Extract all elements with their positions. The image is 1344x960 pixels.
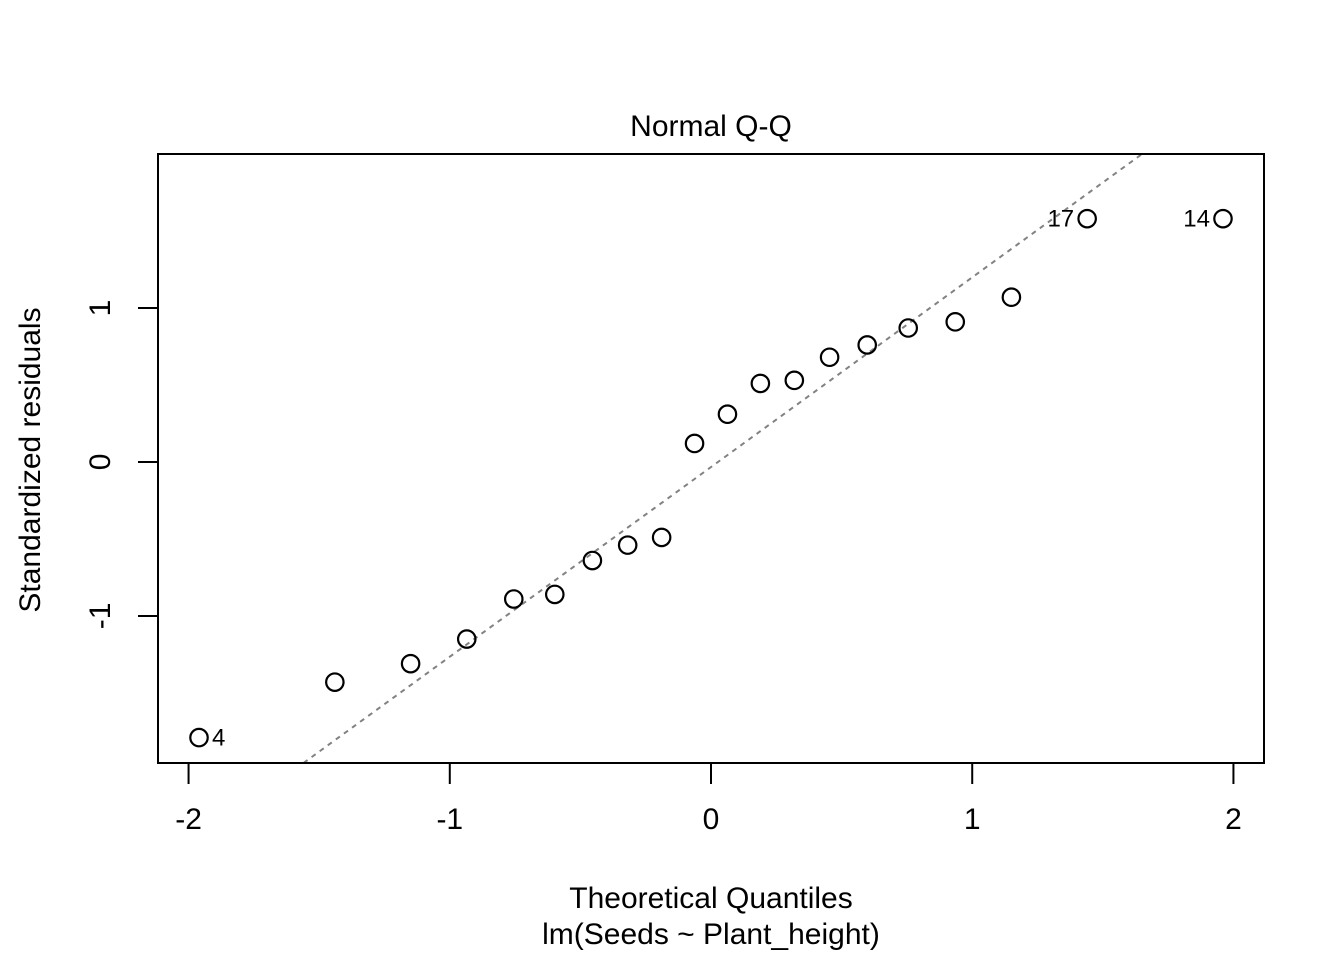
data-point xyxy=(1213,208,1233,229)
qq-reference-line xyxy=(302,153,1143,764)
data-point xyxy=(819,347,840,368)
data-point xyxy=(717,404,738,425)
x-axis-sublabel: lm(Seeds ~ Plant_height) xyxy=(542,918,880,951)
data-point xyxy=(189,727,209,748)
data-point xyxy=(784,370,805,391)
data-point xyxy=(503,589,524,609)
data-point xyxy=(857,335,878,355)
data-point-label: 4 xyxy=(212,725,225,752)
data-point xyxy=(750,373,771,394)
y-axis-tick-label: -1 xyxy=(84,603,117,630)
x-axis-tick-label: -2 xyxy=(175,803,202,836)
data-point xyxy=(651,527,672,548)
data-point-label: 17 xyxy=(1047,206,1074,233)
x-axis-label: Theoretical Quantiles xyxy=(569,882,853,915)
data-point xyxy=(684,433,705,454)
data-point xyxy=(400,653,421,674)
plot-border xyxy=(157,153,1265,764)
data-point xyxy=(456,629,477,649)
data-point xyxy=(582,550,603,571)
data-point xyxy=(544,584,565,605)
x-axis-tick-label: 0 xyxy=(703,803,720,836)
x-axis-tick-label: 2 xyxy=(1225,803,1242,836)
data-point xyxy=(1077,208,1097,229)
data-point xyxy=(1001,287,1022,308)
chart-title: Normal Q-Q xyxy=(630,110,792,143)
data-point-label: 14 xyxy=(1183,206,1210,233)
data-point xyxy=(945,312,966,332)
x-axis-tick-label: -1 xyxy=(436,803,463,836)
y-axis-tick-label: 1 xyxy=(84,300,117,317)
data-point xyxy=(325,672,345,692)
data-point xyxy=(898,318,919,338)
y-axis-tick-label: 0 xyxy=(84,454,117,471)
x-axis-tick-label: 1 xyxy=(964,803,981,836)
data-point xyxy=(617,535,638,555)
